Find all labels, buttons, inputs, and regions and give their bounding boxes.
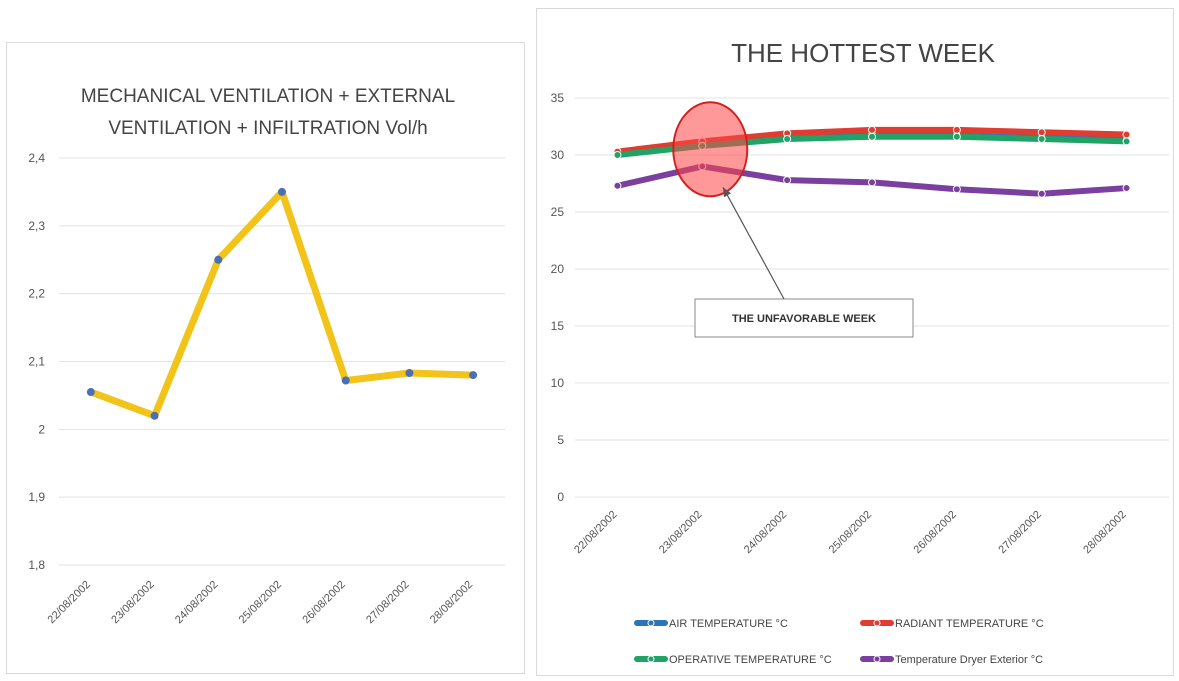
y-tick-label: 2,1 (28, 355, 45, 369)
legend-marker (873, 619, 881, 627)
x-tick-label: 23/08/2002 (109, 579, 156, 626)
highlight-ellipse (672, 101, 749, 198)
y-tick-label: 2,4 (28, 151, 45, 165)
ventilation-chart: MECHANICAL VENTILATION + EXTERNAL VENTILA… (28, 86, 505, 626)
x-tick-label: 27/08/2002 (996, 509, 1043, 556)
data-point (341, 376, 350, 385)
data-point (278, 187, 286, 196)
x-tick-label: 25/08/2002 (827, 509, 874, 556)
x-tick-label: 26/08/2002 (300, 579, 347, 626)
data-point (868, 132, 876, 141)
x-tick-label: 22/08/2002 (46, 579, 93, 626)
data-point (1122, 184, 1131, 193)
legend-marker (647, 655, 655, 663)
y-tick-label: 10 (551, 376, 565, 390)
chart-title-line: VENTILATION + INFILTRATION Vol/h (108, 118, 427, 139)
chart-title-line: MECHANICAL VENTILATION + EXTERNAL (81, 86, 455, 107)
data-point (952, 125, 961, 134)
legend-label: OPERATIVE TEMPERATURE °C (669, 654, 832, 666)
data-point (613, 181, 622, 190)
x-tick-label: 24/08/2002 (173, 579, 220, 626)
annotation-arrowhead (723, 187, 731, 198)
data-point (150, 411, 159, 420)
data-point (86, 388, 95, 397)
data-point (1037, 189, 1046, 198)
data-point (613, 151, 622, 159)
y-tick-label: 30 (551, 148, 565, 162)
y-tick-label: 20 (551, 262, 565, 276)
temperature-chart-panel: THE HOTTEST WEEK 0 5 10 15 20 25 30 35 22/08/2002… (536, 8, 1174, 676)
legend-marker (873, 655, 881, 663)
legend-marker (647, 619, 655, 627)
data-point (1037, 128, 1046, 137)
y-tick-label: 2 (38, 422, 45, 436)
data-point (214, 255, 223, 264)
data-point (1037, 135, 1046, 144)
data-point (783, 135, 792, 144)
y-tick-label: 0 (557, 490, 564, 504)
y-tick-label: 15 (551, 319, 565, 333)
x-tick-label: 27/08/2002 (364, 579, 411, 626)
data-point (469, 371, 478, 380)
annotation-box (694, 298, 914, 338)
data-point (868, 125, 876, 134)
chart-title: THE HOTTEST WEEK (731, 38, 996, 68)
data-point (868, 178, 876, 187)
x-tick-label: 28/08/2002 (1081, 509, 1128, 556)
annotation-arrow-line (722, 187, 785, 300)
data-point (1122, 137, 1131, 146)
x-tick-label: 26/08/2002 (912, 509, 959, 556)
y-tick-label: 1,9 (28, 490, 45, 504)
x-tick-label: 25/08/2002 (237, 579, 284, 626)
annotation-text: THE UNFAVORABLE WEEK (732, 313, 876, 325)
ventilation-chart-panel: MECHANICAL VENTILATION + EXTERNAL VENTILA… (6, 42, 525, 674)
x-tick-label: 22/08/2002 (572, 509, 619, 556)
legend-label: AIR TEMPERATURE °C (669, 618, 788, 630)
temperature-chart: THE HOTTEST WEEK 0 5 10 15 20 25 30 35 22/08/2002… (551, 38, 1169, 666)
data-point (952, 132, 961, 141)
data-point (783, 176, 792, 185)
y-tick-label: 2,2 (28, 287, 45, 301)
y-tick-label: 5 (557, 433, 564, 447)
x-tick-label: 23/08/2002 (657, 509, 704, 556)
data-point (405, 369, 414, 378)
legend-label: Temperature Dryer Exterior °C (895, 654, 1043, 666)
x-tick-label: 28/08/2002 (428, 579, 475, 626)
y-tick-label: 2,3 (28, 219, 45, 233)
data-point (952, 185, 961, 194)
y-tick-label: 35 (551, 91, 565, 105)
data-point (1122, 130, 1131, 139)
y-tick-label: 25 (551, 205, 565, 219)
y-tick-label: 1,8 (28, 558, 45, 572)
legend-label: RADIANT TEMPERATURE °C (895, 618, 1044, 630)
x-tick-label: 24/08/2002 (742, 509, 789, 556)
